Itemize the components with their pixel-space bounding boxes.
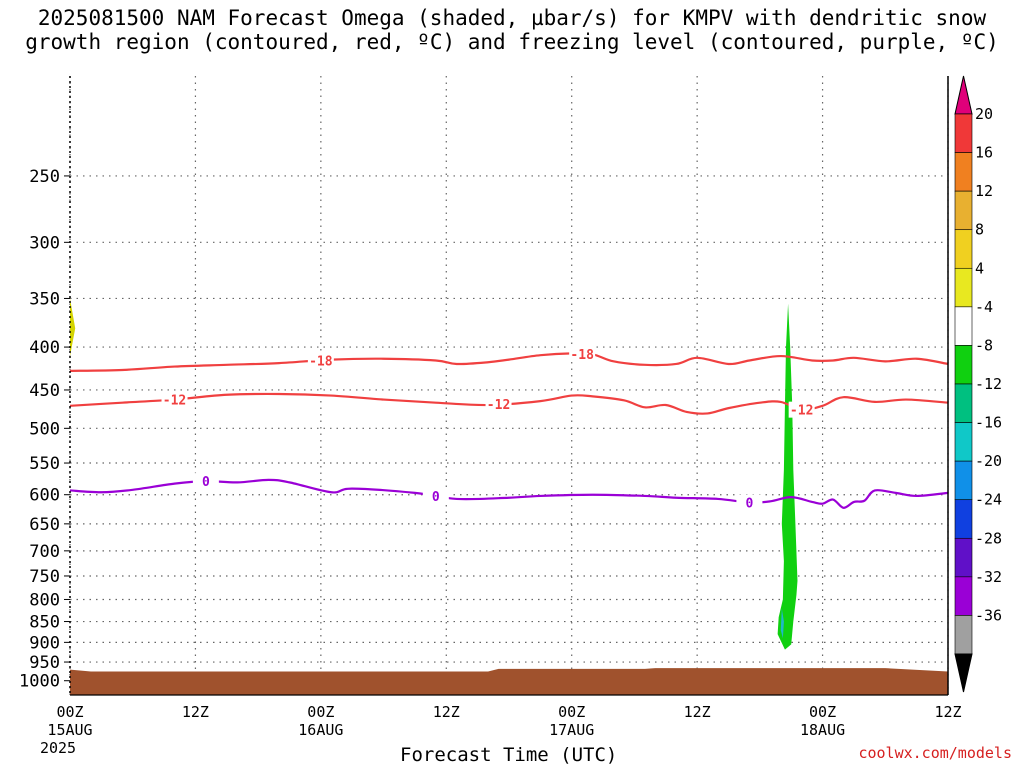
colorbar: 20 16 12 8 4 -4 -8 -12 -16 -20 -24 -28 -32 -36 (954, 75, 1002, 693)
y-tick-label-900: 900 (29, 633, 60, 653)
x-tick-date-24: 16AUG (298, 721, 343, 739)
colorbar-label: 16 (975, 144, 993, 162)
colorbar-cell-4 (954, 267, 973, 308)
y-tick-label-650: 650 (29, 515, 60, 535)
colorbar-label: -4 (975, 298, 993, 316)
colorbar-cell-11 (954, 537, 973, 578)
y-tick-label-700: 700 (29, 542, 60, 562)
omega-region-1 (780, 608, 784, 639)
contour-label: 0 (432, 490, 440, 505)
colorbar-cell-9 (954, 460, 973, 501)
omega-region-0 (777, 303, 798, 650)
colorbar-label: -12 (975, 375, 1002, 393)
contour-layer: -18 -18 -12 -12 -12 0 0 0 (69, 345, 949, 512)
contour-line--18 (69, 352, 949, 372)
y-tick-label-950: 950 (29, 653, 60, 673)
axis-layer: 2503003504004505005506006507007508008509… (19, 76, 962, 757)
colorbar-cell-1 (954, 152, 973, 192)
chart-title: 2025081500 NAM Forecast Omega (shaded, µ… (0, 6, 1024, 54)
contour-label-bg-2-2 (736, 494, 763, 511)
y-tick-label-850: 850 (29, 613, 60, 633)
colorbar-cell-3 (954, 229, 973, 269)
omega-region-2 (70, 298, 76, 357)
y-tick-label-250: 250 (29, 167, 60, 187)
y-tick-label-600: 600 (29, 486, 60, 506)
x-tick-label-84: 12Z (934, 703, 961, 721)
contour-label: -12 (163, 394, 186, 409)
colorbar-cell-2 (954, 190, 973, 231)
colorbar-label: -36 (975, 606, 1002, 624)
colorbar-cell-8 (954, 422, 973, 462)
ground-surface (70, 668, 948, 695)
y-tick-label-300: 300 (29, 233, 60, 253)
colorbar-cell-13 (954, 615, 973, 655)
x-tick-date-48: 17AUG (549, 721, 594, 739)
y-tick-label-450: 450 (29, 381, 60, 401)
colorbar-cell-6 (954, 345, 973, 385)
x-tick-date-72: 18AUG (800, 721, 845, 739)
x-tick-date-0: 15AUG (47, 721, 92, 739)
contour-label: -18 (309, 354, 333, 369)
colorbar-label: -24 (975, 491, 1002, 509)
y-tick-label-400: 400 (29, 338, 60, 358)
colorbar-cell-0 (954, 113, 973, 153)
x-tick-label-36: 12Z (433, 703, 460, 721)
chart-title-line-2: growth region (contoured, red, ºC) and f… (25, 30, 999, 54)
y-tick-label-550: 550 (29, 454, 60, 474)
contour-label-bg-2-0 (192, 473, 219, 490)
x-axis-title: Forecast Time (UTC) (400, 744, 618, 766)
contour-label-bg-1-2 (788, 401, 815, 418)
y-tick-label-500: 500 (29, 419, 60, 439)
colorbar-top-arrow (954, 75, 973, 115)
contour-label-bg-1-1 (485, 396, 512, 413)
colorbar-label: 8 (975, 221, 984, 239)
x-tick-label-60: 12Z (684, 703, 711, 721)
x-tick-label-48: 00Z (558, 703, 585, 721)
colorbar-label: -32 (975, 568, 1002, 586)
colorbar-label: 20 (975, 105, 993, 123)
contour-label-bg-1-0 (161, 391, 188, 408)
colorbar-label: -8 (975, 336, 993, 354)
ground-layer (70, 668, 948, 695)
contour-label: -18 (570, 348, 594, 363)
colorbar-label: 12 (975, 182, 993, 200)
contour-label-bg-2-1 (422, 487, 449, 504)
x-tick-label-12: 12Z (182, 703, 209, 721)
y-tick-label-350: 350 (29, 289, 60, 309)
grid-layer (69, 76, 949, 695)
x-tick-label-24: 00Z (307, 703, 334, 721)
colorbar-cell-7 (954, 383, 973, 423)
y-tick-label-750: 750 (29, 567, 60, 587)
contour-line-0 (69, 478, 949, 509)
contour-label: -12 (790, 404, 813, 419)
colorbar-cell-10 (954, 499, 973, 539)
colorbar-label: -28 (975, 529, 1002, 547)
y-tick-label-800: 800 (29, 590, 60, 610)
contour-line--12 (69, 392, 949, 415)
colorbar-label: 4 (975, 259, 984, 277)
x-tick-label-0: 00Z (56, 703, 83, 721)
colorbar-cell-12 (954, 576, 973, 616)
contour-label-bg-0-0 (307, 352, 334, 369)
contour-label: 0 (202, 475, 210, 490)
contour-label-bg-0-1 (569, 345, 596, 362)
x-tick-year-0: 2025 (40, 739, 76, 757)
credit-link[interactable]: coolwx.com/models (858, 744, 1012, 762)
colorbar-label: -16 (975, 414, 1002, 432)
colorbar-bottom-arrow (954, 653, 973, 693)
y-tick-label-1000: 1000 (19, 672, 60, 692)
x-tick-label-72: 00Z (809, 703, 836, 721)
colorbar-cell-5 (954, 306, 973, 346)
contour-label: -12 (487, 398, 510, 413)
omega-layer (70, 298, 798, 650)
chart-title-line-1: 2025081500 NAM Forecast Omega (shaded, µ… (37, 6, 987, 30)
colorbar-label: -20 (975, 452, 1002, 470)
contour-label: 0 (745, 497, 753, 512)
